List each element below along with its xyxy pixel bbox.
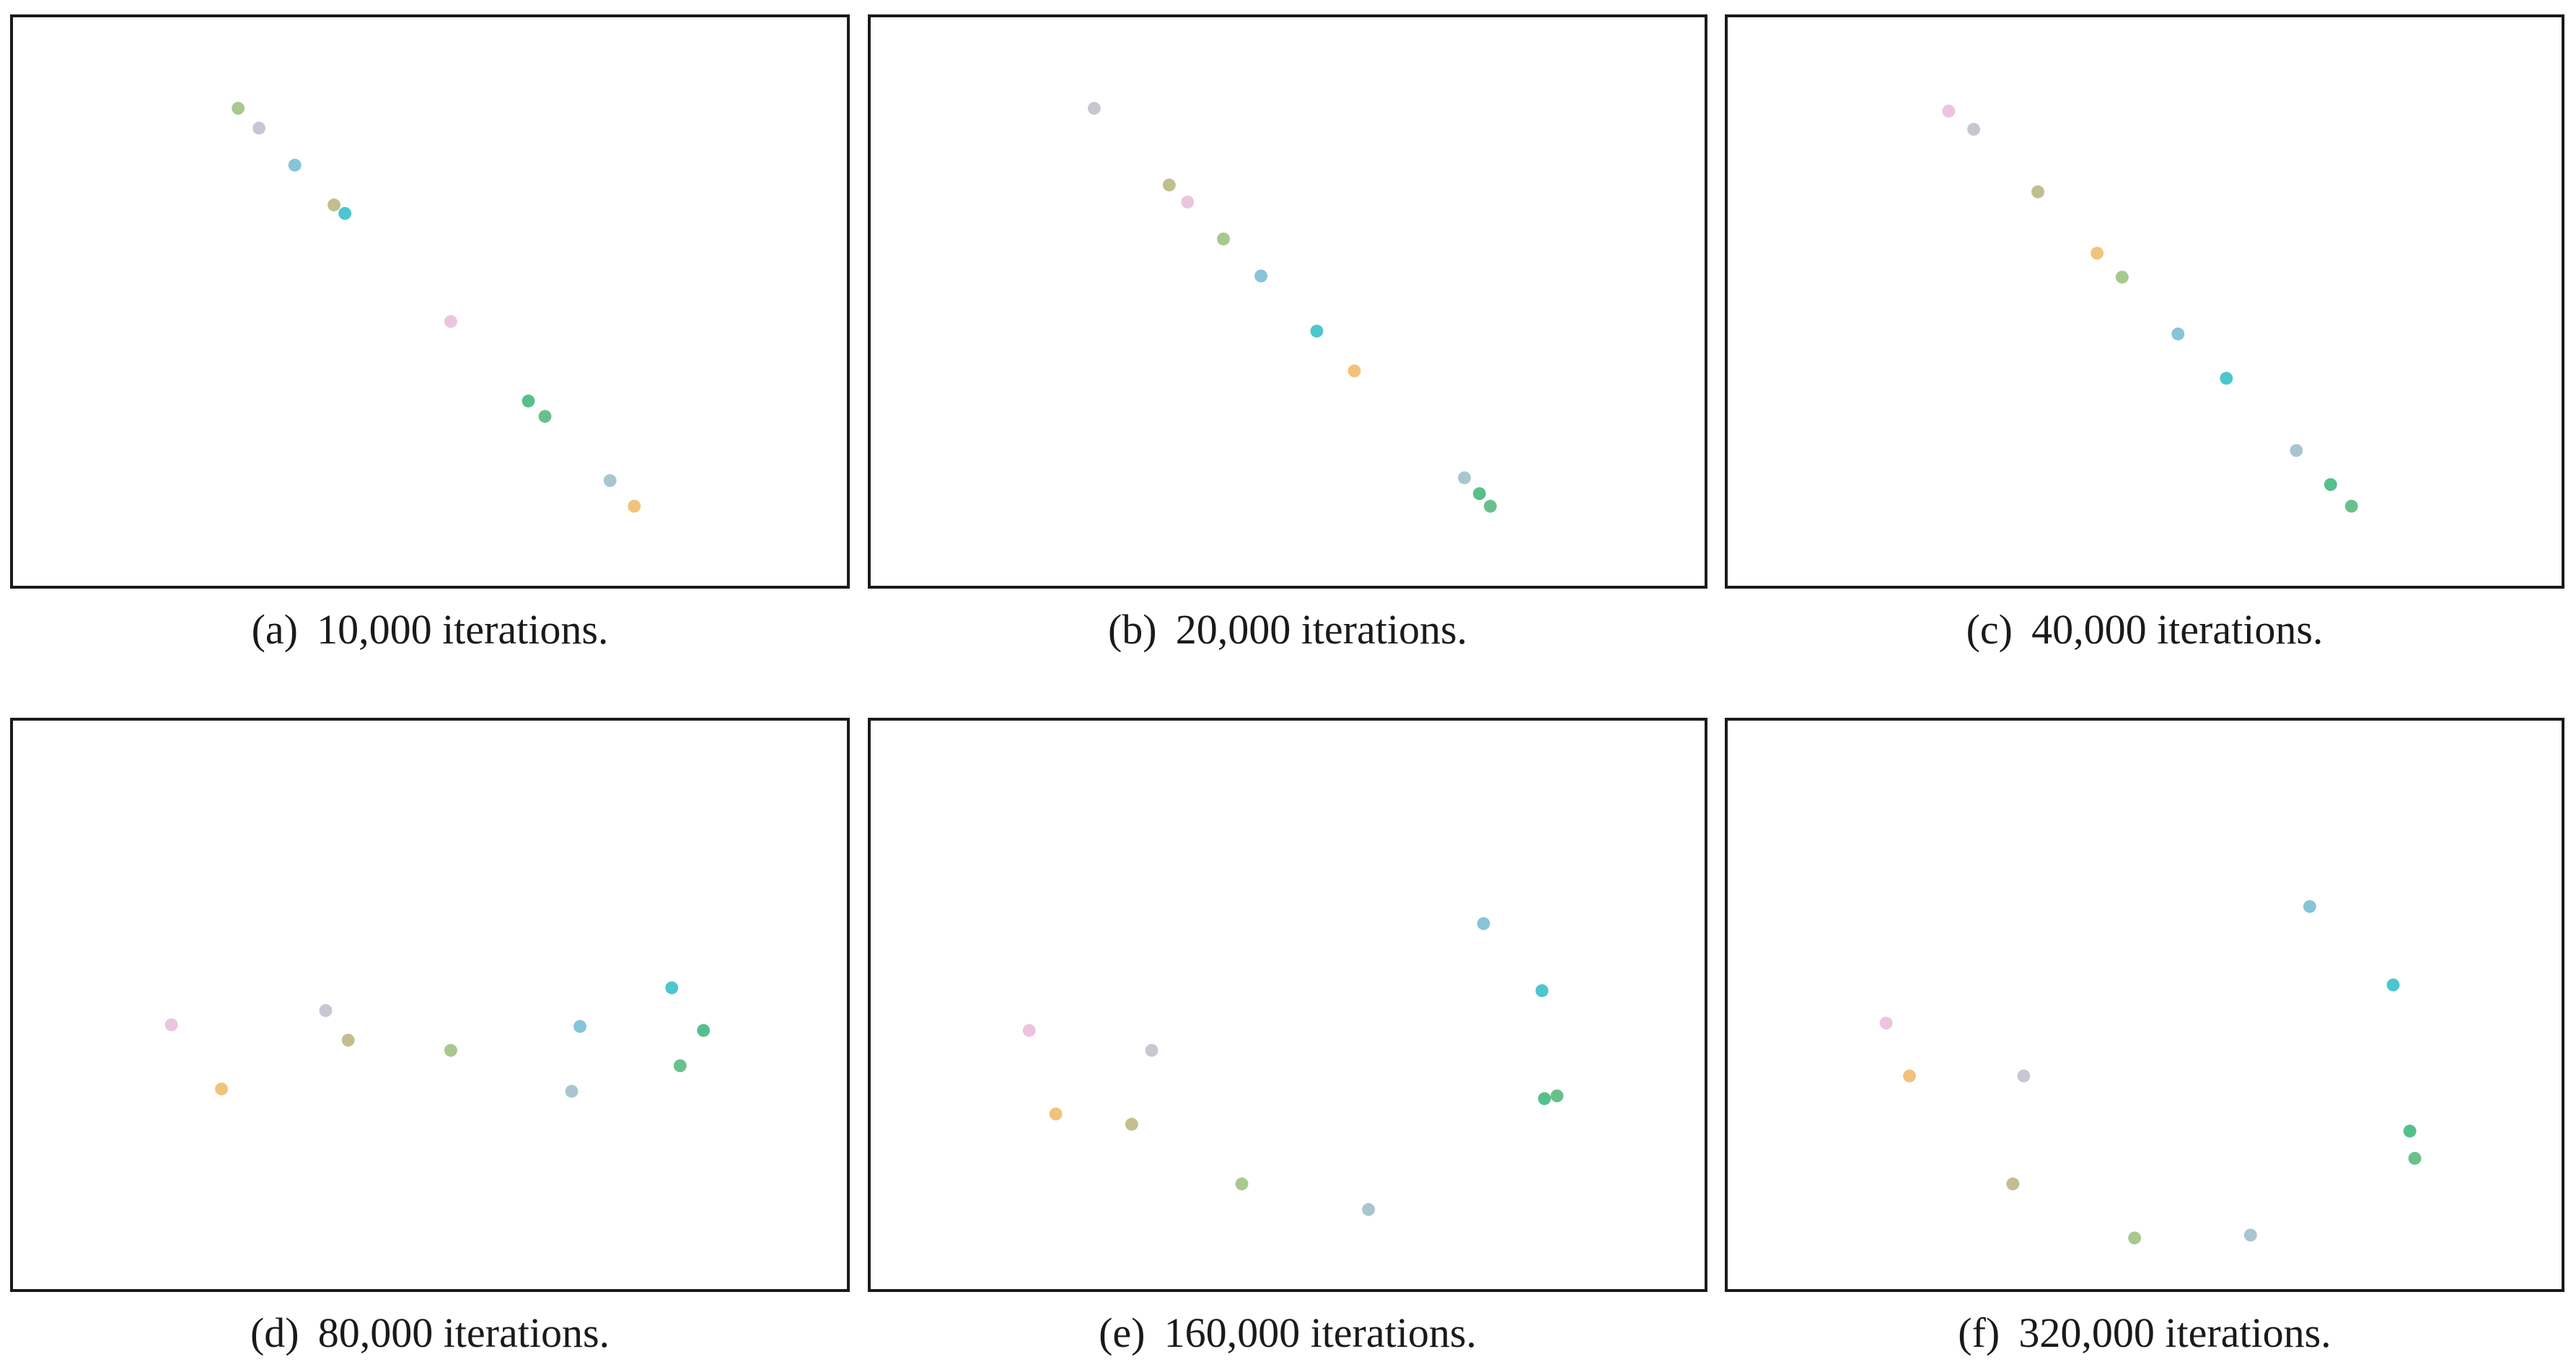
caption-f: (f) 320,000 iterations. (1725, 1308, 2564, 1358)
caption-c: (c) 40,000 iterations. (1725, 605, 2564, 655)
scatter-point-e-6 (1362, 1203, 1376, 1216)
scatter-point-d-2 (215, 1082, 228, 1096)
scatter-point-b-8 (1458, 471, 1472, 485)
scatter-point-f-8 (2386, 978, 2400, 992)
scatter-point-c-4 (2091, 247, 2104, 260)
scatter-point-b-10 (1484, 499, 1497, 513)
scatter-point-d-8 (665, 981, 679, 995)
scatter-point-a-4 (328, 198, 340, 211)
scatter-point-d-7 (573, 1019, 586, 1033)
caption-e-label: (e) (1099, 1309, 1146, 1356)
scatter-plot-a (232, 102, 641, 513)
scatter-point-e-4 (1125, 1117, 1138, 1131)
scatter-panel-b (868, 14, 1707, 589)
scatter-panel-e (868, 718, 1707, 1292)
scatter-point-d-6 (565, 1084, 579, 1098)
scatter-point-f-6 (2243, 1228, 2257, 1242)
scatter-plot-e (1022, 917, 1564, 1216)
scatter-point-d-10 (697, 1024, 711, 1037)
scatter-plot-d (164, 981, 711, 1098)
scatter-point-e-10 (1550, 1089, 1564, 1103)
caption-d: (d) 80,000 iterations. (10, 1308, 850, 1358)
scatter-point-e-2 (1145, 1044, 1159, 1057)
scatter-point-a-8 (538, 410, 552, 423)
scatter-point-a-3 (288, 159, 302, 172)
scatter-point-d-9 (673, 1059, 687, 1073)
scatter-panel-c (1725, 14, 2564, 589)
scatter-point-a-6 (444, 315, 457, 328)
scatter-point-f-5 (2128, 1231, 2142, 1245)
scatter-point-b-3 (1181, 195, 1195, 209)
scatter-panel-f (1725, 718, 2564, 1292)
scatter-plot-b (1087, 102, 1497, 513)
scatter-point-f-3 (2017, 1069, 2031, 1083)
scatter-plot-c (1942, 105, 2358, 513)
scatter-point-c-3 (2031, 185, 2044, 198)
scatter-point-b-7 (1348, 364, 1361, 378)
scatter-point-f-10 (2408, 1151, 2422, 1165)
scatter-point-e-5 (1235, 1177, 1249, 1191)
scatter-point-a-10 (628, 499, 641, 513)
scatter-point-d-5 (444, 1044, 457, 1057)
scatter-point-c-8 (2290, 444, 2303, 457)
scatter-point-c-6 (2171, 328, 2185, 340)
scatter-point-a-5 (338, 206, 352, 220)
scatter-point-e-1 (1022, 1024, 1036, 1037)
scatter-point-f-7 (2303, 900, 2316, 913)
caption-a: (a) 10,000 iterations. (10, 605, 850, 655)
caption-c-text: 40,000 iterations. (2031, 606, 2324, 653)
scatter-point-c-7 (2220, 372, 2233, 385)
caption-b-text: 20,000 iterations. (1175, 606, 1468, 653)
scatter-point-b-2 (1162, 178, 1176, 192)
caption-a-label: (a) (251, 606, 298, 653)
caption-b-label: (b) (1107, 606, 1157, 653)
scatter-point-a-1 (232, 102, 245, 115)
scatter-point-a-2 (252, 121, 265, 135)
scatter-point-e-3 (1049, 1107, 1063, 1121)
scatter-point-c-5 (2115, 271, 2129, 284)
scatter-point-c-10 (2344, 499, 2358, 513)
scatter-point-b-6 (1310, 325, 1324, 338)
scatter-panel-a (10, 14, 850, 589)
scatter-point-f-2 (1903, 1069, 1916, 1083)
caption-f-text: 320,000 iterations. (2018, 1309, 2331, 1356)
caption-e: (e) 160,000 iterations. (868, 1308, 1707, 1358)
scatter-panel-d (10, 718, 850, 1292)
scatter-point-a-9 (603, 474, 617, 488)
scatter-point-b-9 (1472, 487, 1486, 501)
caption-f-label: (f) (1958, 1309, 2000, 1356)
scatter-point-e-8 (1535, 984, 1549, 998)
scatter-point-b-5 (1254, 269, 1267, 283)
scatter-point-b-4 (1217, 232, 1230, 246)
scatter-point-d-3 (319, 1004, 333, 1017)
caption-d-label: (d) (250, 1309, 299, 1356)
scatter-point-c-9 (2324, 478, 2337, 491)
scatter-point-e-9 (1538, 1092, 1551, 1105)
caption-d-text: 80,000 iterations. (317, 1309, 610, 1356)
caption-b: (b) 20,000 iterations. (868, 605, 1707, 655)
scatter-point-d-4 (341, 1033, 355, 1047)
scatter-point-e-7 (1477, 917, 1490, 931)
scatter-plot-f (1879, 900, 2422, 1245)
scatter-point-d-1 (164, 1018, 178, 1032)
caption-a-text: 10,000 iterations. (317, 606, 609, 653)
scatter-point-c-1 (1942, 105, 1956, 118)
scatter-point-f-1 (1879, 1016, 1893, 1030)
scatter-point-f-4 (2006, 1177, 2020, 1191)
scatter-point-a-7 (522, 394, 535, 408)
scatter-point-b-1 (1087, 102, 1101, 115)
caption-e-text: 160,000 iterations. (1164, 1309, 1477, 1356)
scatter-point-f-9 (2403, 1125, 2417, 1138)
caption-c-label: (c) (1966, 606, 2013, 653)
scatter-point-c-2 (1967, 123, 1980, 136)
